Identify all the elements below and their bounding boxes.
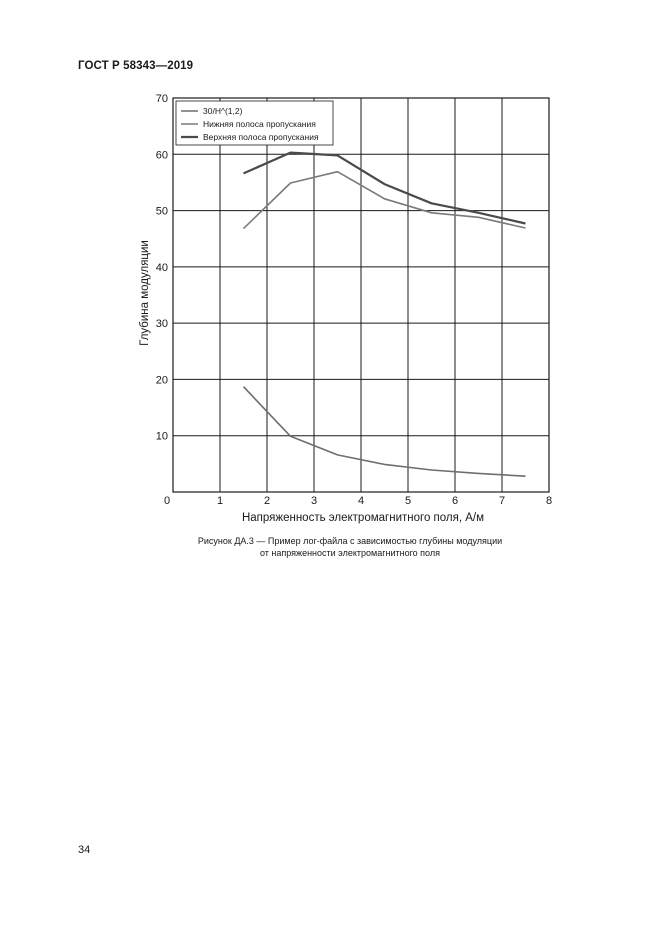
x-tick-label: 2 [264,495,270,507]
x-tick-label: 8 [546,495,552,507]
y-axis-label: Глубина модуляции [139,240,151,346]
legend-label: Нижняя полоса пропускания [203,119,316,129]
figure-caption: Рисунок ДА.3 — Пример лог-файла с зависи… [150,535,550,559]
x-tick-label: 7 [499,495,505,507]
chart-legend: 30/H^(1,2) Нижняя полоса пропускания Верхн… [175,100,334,146]
x-tick-label: 6 [452,495,458,507]
document-header: ГОСТ Р 58343—2019 [78,60,194,72]
chart-grid [173,98,549,492]
x-tick-label: 3 [311,495,317,507]
figure-caption-line-2: от напряженности электромагнитного поля [260,548,440,558]
legend-label: 30/H^(1,2) [203,106,243,116]
series-line-1 [242,386,526,477]
x-tick-label: 0 [164,495,170,507]
series-line-3 [243,151,526,225]
x-axis-label: Напряженность электромагнитного поля, А/… [242,512,484,524]
x-tick-label: 5 [405,495,411,507]
y-tick-label: 10 [156,431,168,443]
y-tick-label: 30 [156,318,168,330]
x-tick-label: 1 [217,495,223,507]
series-line-2 [242,170,526,230]
figure-caption-line-1: Рисунок ДА.3 — Пример лог-файла с зависи… [197,536,503,546]
chart-series [242,151,526,477]
y-tick-label: 20 [156,374,168,386]
y-tick-label: 40 [156,262,168,274]
y-tick-label: 60 [156,149,168,161]
plot-border [172,97,550,493]
y-tick-label: 50 [156,206,168,218]
chart-frame [172,97,550,493]
legend-box [175,100,334,146]
y-tick-label: 70 [156,93,168,105]
chart-tick-labels: 0 1 2 3 4 5 6 7 8 10 20 30 40 50 60 70 [156,93,552,507]
page-number: 34 [78,844,91,856]
x-tick-label: 4 [358,495,364,507]
legend-label: Верхняя полоса пропускания [203,132,319,142]
